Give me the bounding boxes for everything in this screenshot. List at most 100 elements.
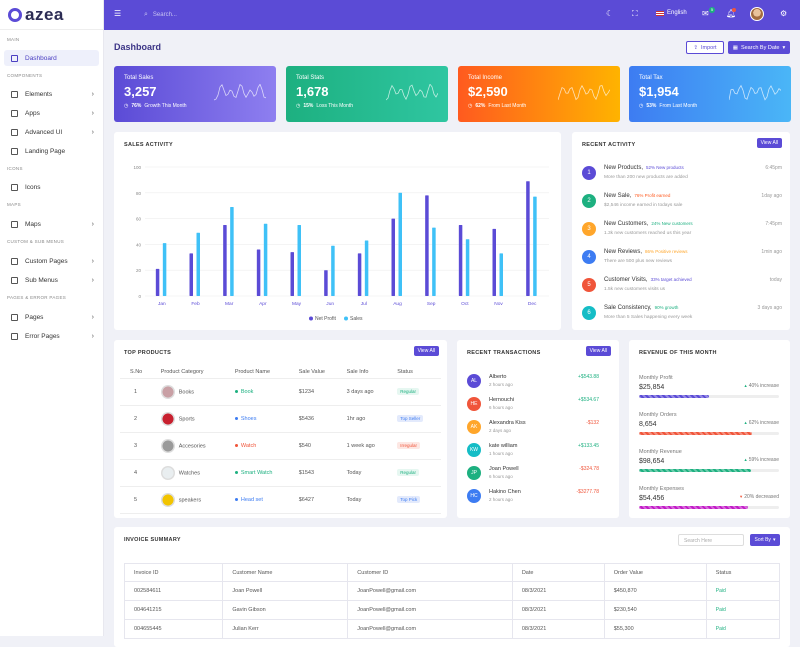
table-row[interactable]: 5 speakers Head set $6427 Today Top Pick (120, 486, 441, 514)
legend-marker (344, 316, 348, 321)
bar[interactable] (223, 225, 227, 296)
sidebar-item-icons[interactable]: Icons (4, 179, 99, 195)
status-badge: Top Pick (397, 495, 421, 503)
sidebar-item-dashboard[interactable]: Dashboard (4, 50, 99, 66)
product-category-cell: Watches (156, 459, 231, 487)
activity-number-badge: 5 (582, 278, 596, 292)
transaction-item[interactable]: KW kate william 1 hours ago +$133.45 (467, 443, 599, 465)
bar[interactable] (391, 218, 396, 296)
sidebar-item-custom-pages[interactable]: Custom Pages › (4, 253, 99, 269)
sort-by-button[interactable]: Sort By ▾ (750, 534, 780, 546)
status-badge: Top Seller (397, 414, 424, 422)
revenue-change: ▲ 40% increase (744, 383, 779, 389)
bar[interactable] (324, 270, 328, 296)
dark-mode-icon[interactable]: ☾ (606, 9, 614, 18)
invoice-table: Invoice ID Customer Name Customer ID Date Or… (123, 563, 781, 639)
bar[interactable] (492, 228, 497, 296)
section-icons: ICONS (7, 166, 23, 171)
bar[interactable] (256, 249, 261, 296)
bell-icon[interactable]: 🔔︎ (726, 9, 737, 18)
bar[interactable] (425, 195, 429, 296)
sales-activity-chart: 0 20 40 60 80 100 Jan Feb Mar Apr May Jun Jul Aug Sep O… (133, 165, 549, 322)
sidebar-item-landing-page[interactable]: Landing Page (4, 143, 99, 159)
sale-value: $1543 (294, 459, 343, 487)
invoice-status: Paid (705, 581, 781, 601)
bar[interactable] (526, 181, 530, 296)
sidebar-item-elements[interactable]: Elements › (4, 86, 99, 102)
chevron-right-icon: › (91, 109, 94, 117)
transaction-item[interactable]: AK Alexandra Kiss 2 days ago -$132 (467, 420, 599, 442)
table-row[interactable]: 3 Accesories Watch $540 1 week ago Irregular (120, 432, 441, 460)
settings-gear-icon[interactable]: ⚙ (780, 9, 788, 18)
activity-time: 1day ago (761, 193, 782, 199)
invoice-search-input[interactable]: Search Here (678, 534, 744, 546)
fullscreen-icon[interactable]: ⛶ (632, 9, 638, 18)
bar[interactable] (263, 223, 268, 296)
invoice-cid: JoanPowell@gmail.com (347, 600, 513, 620)
product-name: Book (240, 388, 254, 395)
search-by-date-button[interactable]: ▦ Search By Date ▾ (728, 41, 790, 54)
transaction-item[interactable]: HE Hernouchi 6 hours ago +$534.67 (467, 397, 599, 419)
bar[interactable] (465, 239, 470, 296)
bar[interactable] (364, 240, 369, 296)
legend-label: Sales (350, 316, 363, 322)
bar[interactable] (155, 268, 160, 296)
y-tick-label: 60 (136, 217, 142, 222)
brand-logo[interactable]: azea (0, 0, 103, 30)
bar[interactable] (458, 225, 463, 296)
sidebar-item-maps[interactable]: Maps › (4, 216, 99, 232)
transaction-item[interactable]: HC Hakino Chen 2 hours ago -$3277.78 (467, 489, 599, 511)
sidebar-item-error-pages[interactable]: Error Pages › (4, 328, 99, 344)
sidebar-item-pages[interactable]: Pages › (4, 309, 99, 325)
mail-icon[interactable]: ✉ (702, 9, 709, 18)
bar[interactable] (499, 253, 504, 296)
bar[interactable] (533, 196, 537, 296)
status-badge: Irregular (397, 441, 421, 449)
menu-toggle-icon[interactable]: ☰ (114, 9, 122, 18)
bar[interactable] (162, 243, 167, 296)
avatar[interactable] (750, 7, 764, 21)
bar[interactable] (297, 225, 302, 296)
stat-title: Total Stats (296, 75, 325, 81)
bar[interactable] (196, 232, 201, 296)
table-row[interactable]: 2 Sports Shoes $5436 1hr ago Top Seller (120, 405, 441, 433)
bar[interactable] (357, 253, 362, 296)
bar[interactable] (432, 227, 436, 296)
bar[interactable] (331, 245, 335, 296)
bar[interactable] (398, 192, 403, 296)
activity-view-all-button[interactable]: View All (756, 138, 782, 148)
product-name-cell: Smart Watch (230, 459, 295, 487)
bar[interactable] (230, 206, 234, 296)
import-button[interactable]: ⇪ Import (686, 41, 724, 54)
transaction-item[interactable]: AL Alberto 2 hours ago +$543.88 (467, 374, 599, 396)
sidebar-item-sub-menus[interactable]: Sub Menus › (4, 272, 99, 288)
mail-badge: 5 (709, 7, 715, 13)
transaction-amount: +$133.45 (578, 443, 599, 449)
sidebar-item-advanced-ui[interactable]: Advanced UI › (4, 124, 99, 140)
table-row[interactable]: 004641215 Gavin Gibson JoanPowell@gmail.co… (123, 600, 781, 620)
bar[interactable] (290, 252, 295, 296)
stat-percent: 62% (475, 103, 486, 109)
row-number: 2 (120, 405, 157, 433)
search-input[interactable]: ⌕ Search... (144, 9, 284, 21)
products-view-all-button[interactable]: View All (413, 346, 439, 356)
table-row[interactable]: 002584611 Joan Powell JoanPowell@gmail.com… (123, 581, 781, 601)
invoice-status: Paid (705, 600, 781, 620)
activity-tag: 33% target achieved (650, 277, 692, 282)
transaction-item[interactable]: JP Joan Powell 6 hours ago -$324.78 (467, 466, 599, 488)
stat-subtext: ◷ 62% From Last Month (468, 103, 610, 109)
language-selector[interactable]: English (656, 10, 687, 16)
table-row[interactable]: 4 Watches Smart Watch $1543 Today Regular (120, 459, 441, 487)
stat-subtext: ◷ 53% From Last Month (639, 103, 781, 109)
bar[interactable] (189, 253, 194, 296)
activity-heading: New Products, 52% New products (604, 165, 684, 171)
transaction-name: Alexandra Kiss (489, 420, 526, 426)
table-row[interactable]: 1 Books Book $1234 3 days ago Regular (120, 378, 441, 406)
revenue-label: Monthly Orders (639, 412, 677, 418)
column-header: S.No (120, 366, 157, 379)
transactions-view-all-button[interactable]: View All (585, 346, 611, 356)
revenue-change-text: 20% decreased (744, 494, 779, 500)
progress-bar (639, 506, 779, 509)
sidebar-item-apps[interactable]: Apps › (4, 105, 99, 121)
product-category: speakers (178, 496, 202, 503)
